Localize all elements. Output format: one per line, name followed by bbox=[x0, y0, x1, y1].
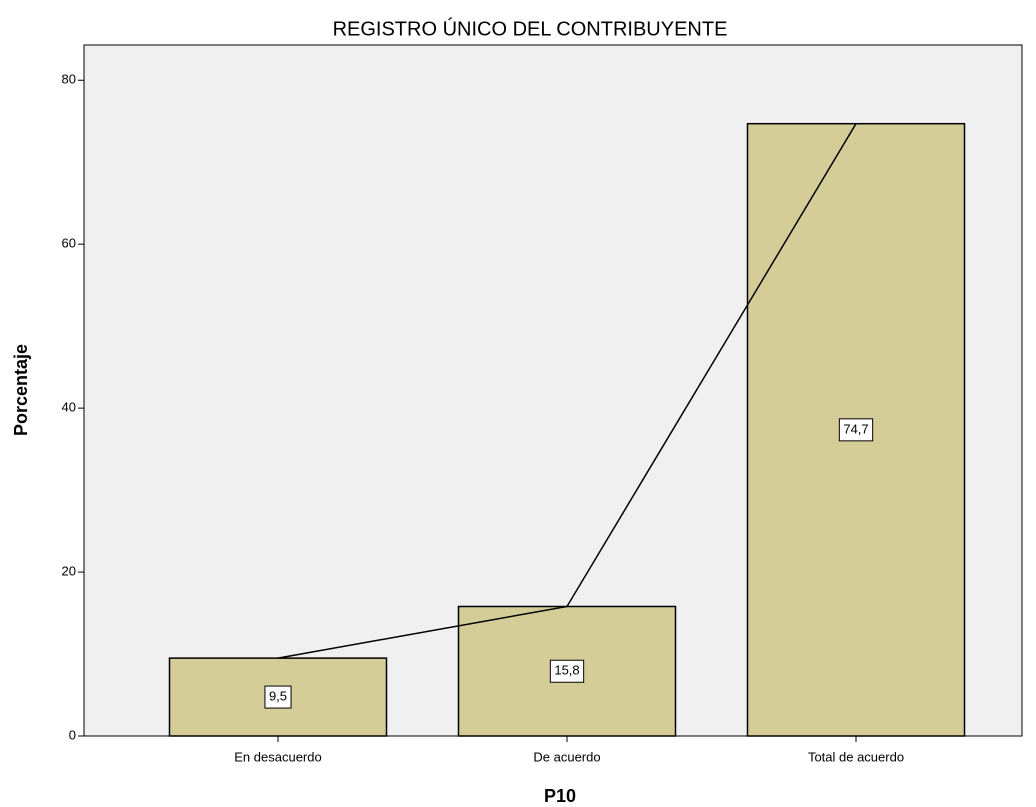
value-label-box bbox=[264, 685, 292, 709]
x-tick-label: Total de acuerdo bbox=[808, 749, 904, 764]
x-tick-label: En desacuerdo bbox=[234, 749, 321, 764]
line bbox=[277, 123, 857, 659]
y-tick-label: 60 bbox=[62, 236, 76, 251]
chart-title: REGISTRO ÚNICO DEL CONTRIBUYENTE bbox=[333, 17, 728, 40]
x-tick-label: De acuerdo bbox=[533, 749, 600, 764]
y-tick-label: 20 bbox=[62, 563, 76, 578]
y-tick-label: 40 bbox=[62, 400, 76, 415]
y-tick-label: 0 bbox=[69, 727, 76, 742]
value-label: 15,8 bbox=[554, 663, 579, 678]
y-axis-label: Porcentaje bbox=[11, 344, 31, 436]
value-label-box bbox=[549, 659, 585, 683]
y-tick-label: 80 bbox=[62, 72, 76, 87]
value-label: 74,7 bbox=[843, 421, 868, 436]
value-label-box bbox=[838, 418, 874, 442]
x-axis-label: P10 bbox=[544, 786, 576, 806]
value-label: 9,5 bbox=[269, 689, 287, 704]
